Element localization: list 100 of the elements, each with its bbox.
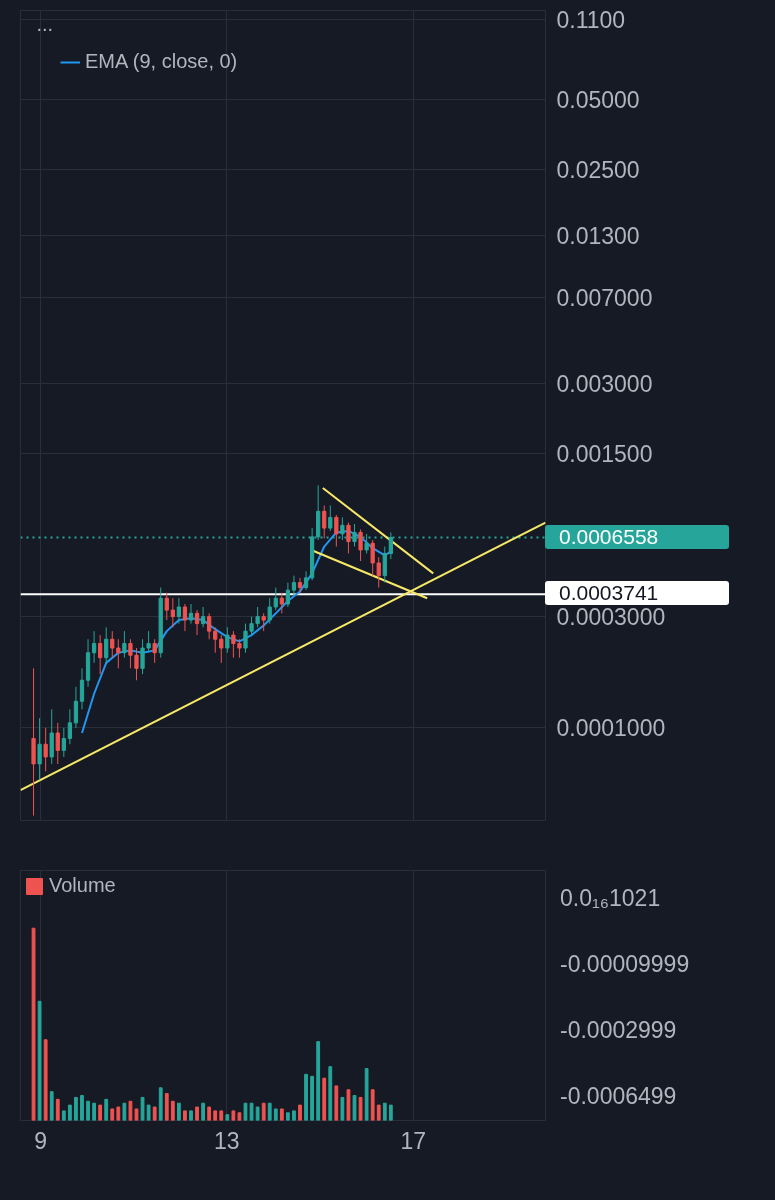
legend-label: Volume (49, 874, 116, 897)
bar (328, 1066, 333, 1121)
bar (134, 1108, 139, 1121)
bar (370, 1089, 375, 1121)
x-tick-label: 13 (214, 1127, 240, 1154)
candlestick (182, 603, 188, 632)
bar (334, 1085, 339, 1121)
candlestick (55, 722, 60, 765)
bar (316, 1041, 321, 1121)
candlestick (382, 546, 387, 584)
bar (267, 1102, 272, 1121)
x-tick-label: 9 (34, 1127, 47, 1154)
bar (237, 1112, 242, 1121)
y-tick-label: 0.05000 (556, 86, 640, 113)
y-tick-label: 0.001500 (556, 441, 653, 468)
bar (86, 1100, 90, 1121)
candlestick (164, 592, 169, 621)
bar (49, 1091, 54, 1121)
candlestick (176, 597, 182, 625)
y-tick-label: 0.1100 (556, 6, 626, 33)
candlestick (110, 630, 115, 659)
ref-line-label: 0.0003741 (545, 581, 729, 605)
bar (183, 1110, 187, 1121)
bar (164, 1093, 169, 1121)
ref-line-label: 0.0006558 (545, 525, 729, 549)
bar (67, 1104, 72, 1121)
candlestick (73, 686, 79, 729)
bar (207, 1106, 212, 1121)
y-tick-label: 0.01300 (556, 222, 640, 249)
bar (304, 1073, 308, 1121)
bar (61, 1110, 66, 1121)
bar (104, 1098, 109, 1121)
bar (140, 1096, 145, 1121)
candlestick (146, 630, 151, 654)
bar (74, 1096, 78, 1121)
candlestick (322, 505, 327, 539)
bar (310, 1075, 315, 1121)
candlestick (376, 556, 381, 589)
bar (122, 1102, 127, 1121)
candlestick (91, 630, 97, 664)
bar (298, 1104, 302, 1121)
bar (322, 1077, 327, 1121)
candlestick (43, 727, 48, 772)
candlestick (122, 630, 127, 659)
bar (292, 1110, 296, 1121)
candlestick (188, 603, 194, 625)
bar (201, 1102, 206, 1121)
candlestick (334, 514, 339, 548)
candlestick (200, 606, 206, 628)
bar (152, 1106, 157, 1121)
candlestick (219, 634, 224, 664)
bar (243, 1102, 248, 1121)
bar (146, 1104, 151, 1121)
bar (158, 1087, 163, 1121)
text: -0.0002999 (560, 1017, 677, 1044)
bar (43, 1039, 48, 1121)
annotation: ... (36, 12, 54, 35)
candlestick (358, 529, 363, 562)
bar (382, 1102, 387, 1121)
bar (261, 1102, 266, 1121)
bar (195, 1106, 199, 1121)
bar (249, 1102, 254, 1121)
y-tick-label: 0.0003000 (556, 604, 666, 631)
x-tick-label: 17 (400, 1127, 426, 1154)
bar (352, 1095, 357, 1121)
bar (231, 1110, 236, 1121)
candlestick (207, 612, 212, 640)
bar (98, 1104, 103, 1121)
bar (116, 1106, 121, 1121)
bar (255, 1106, 260, 1121)
bar (285, 1112, 290, 1121)
candlestick (116, 638, 121, 669)
bar (213, 1110, 218, 1121)
bar (376, 1104, 381, 1121)
candlestick (134, 647, 139, 681)
bar (273, 1108, 278, 1121)
bar (31, 927, 36, 1121)
y-tick-label: 0.0001000 (556, 715, 666, 742)
candlestick (152, 638, 157, 664)
candlestick (170, 597, 175, 628)
candlestick (267, 597, 272, 625)
candlestick (279, 592, 284, 614)
bar (55, 1098, 60, 1121)
candlestick (140, 638, 145, 675)
candlestick (291, 575, 297, 596)
candlestick (243, 623, 248, 654)
bar (176, 1102, 181, 1121)
candlestick (225, 626, 230, 654)
bar (364, 1068, 369, 1121)
candlestick (285, 582, 291, 608)
candlestick (104, 626, 109, 664)
text: -0.00009999 (560, 951, 690, 978)
bar (110, 1108, 115, 1121)
bar (128, 1100, 133, 1121)
bar (346, 1089, 351, 1121)
y-tick-label: 0.003000 (556, 371, 653, 398)
bar (279, 1108, 284, 1121)
candlestick (297, 577, 303, 594)
text: -0.0006499 (560, 1083, 677, 1110)
candlestick (98, 634, 103, 675)
